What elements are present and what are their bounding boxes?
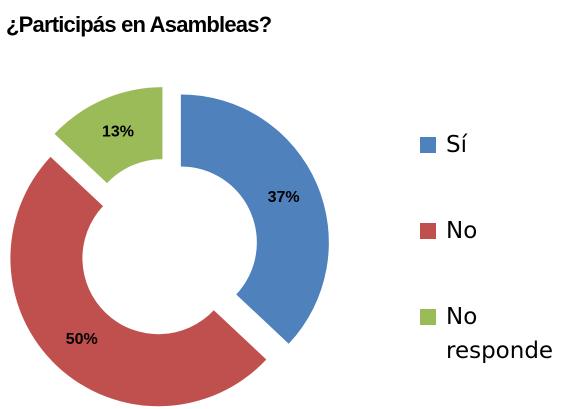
chart: 37% 50% 13% xyxy=(10,87,329,407)
legend-item: No responde xyxy=(420,300,580,386)
legend-item: Sí xyxy=(420,128,580,214)
legend-item: No xyxy=(420,214,580,300)
chart-title: ¿Participás en Asambleas? xyxy=(6,12,272,37)
data-label: 50% xyxy=(66,331,98,348)
data-label: 13% xyxy=(102,124,134,141)
slice xyxy=(10,156,267,407)
slice xyxy=(180,94,329,344)
data-label: 37% xyxy=(268,189,300,206)
legend-label: No responde xyxy=(446,304,554,364)
legend: Sí No No responde xyxy=(420,128,580,386)
slice xyxy=(54,87,163,184)
legend-swatch xyxy=(420,223,436,239)
legend-label: No xyxy=(446,218,478,244)
legend-swatch xyxy=(420,137,436,153)
legend-label: Sí xyxy=(446,132,467,158)
legend-swatch xyxy=(420,309,436,325)
